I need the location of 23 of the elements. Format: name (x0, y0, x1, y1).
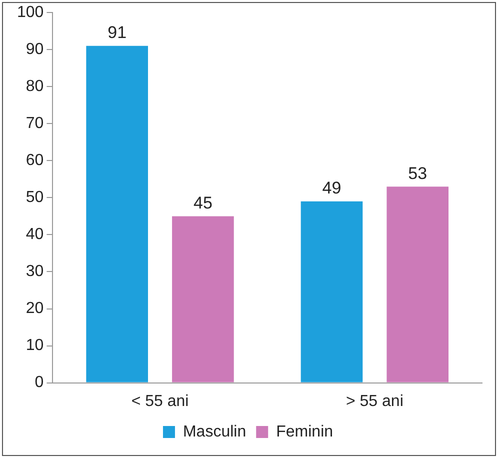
y-tick-label: 100 (16, 4, 44, 22)
legend-label: Feminin (276, 423, 334, 440)
y-tick-label: 40 (26, 226, 44, 244)
bar (172, 216, 234, 382)
x-tick-label: > 55 ani (346, 392, 404, 410)
y-tick-label: 80 (26, 78, 44, 96)
bar (86, 46, 148, 382)
y-tick-label: 70 (26, 115, 44, 132)
bar (386, 186, 449, 382)
y-tick-label: 10 (26, 337, 44, 354)
y-tick-label: 50 (26, 189, 44, 206)
x-tick-label: < 55 ani (131, 392, 189, 410)
legend-label: Masculin (182, 423, 246, 440)
data-label: 49 (322, 178, 342, 198)
bar (300, 201, 363, 382)
data-label: 53 (408, 164, 428, 183)
data-label: 91 (108, 23, 127, 42)
y-tick-label: 60 (26, 152, 44, 170)
data-label: 45 (193, 193, 212, 212)
y-tick-label: 90 (26, 41, 44, 58)
y-tick-label: 0 (34, 374, 44, 392)
y-tick-label: 30 (26, 263, 44, 280)
y-tick-label: 20 (26, 300, 44, 318)
